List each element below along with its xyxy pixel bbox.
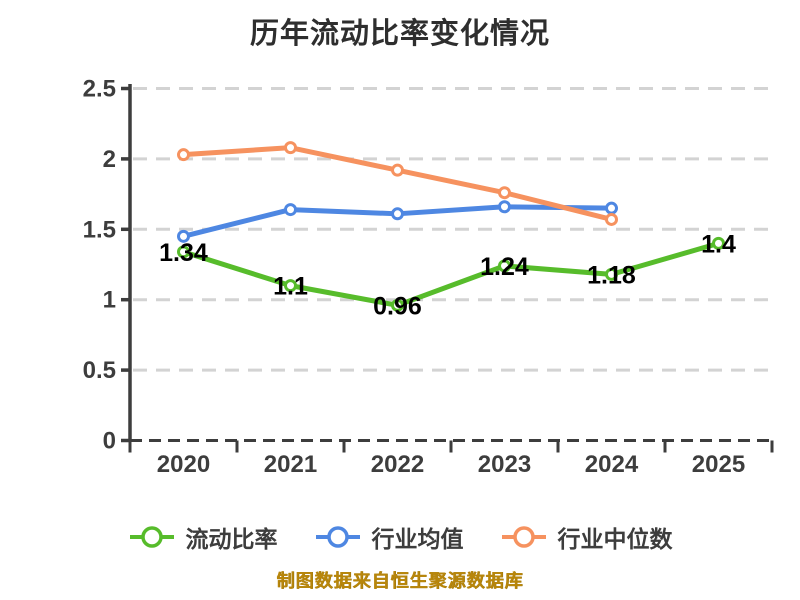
- legend-item-industry-median[interactable]: 行业中位数: [500, 520, 673, 554]
- point-value-label: 1.1: [273, 273, 308, 301]
- series-0-point[interactable]: [177, 245, 190, 259]
- line-marker-icon: [129, 526, 174, 548]
- series-0-point[interactable]: [391, 298, 404, 312]
- y-axis-tick-label: 2: [103, 146, 116, 173]
- x-axis-category-label: 2022: [371, 451, 424, 478]
- data-source-note: 制图数据来自恒生聚源数据库: [276, 571, 524, 591]
- point-value-label: 1.18: [587, 261, 636, 289]
- y-axis-tick-label: 0.5: [83, 357, 116, 384]
- y-axis-tick-label: 1: [103, 287, 116, 314]
- legend-label-current-ratio: 流动比率: [185, 526, 278, 552]
- point-value-label: 1.4: [701, 230, 736, 258]
- series-line-0[interactable]: [181, 240, 721, 308]
- x-axis-category-label: 2020: [157, 451, 210, 478]
- x-axis-category-label: 2024: [585, 451, 639, 478]
- legend-item-current-ratio[interactable]: 流动比率: [128, 520, 278, 554]
- legend-item-industry-mean[interactable]: 行业均值: [314, 520, 464, 554]
- line-marker-icon: [501, 526, 546, 548]
- series-2-point[interactable]: [284, 141, 297, 155]
- point-value-label: 0.96: [373, 292, 422, 320]
- chart-legend: 流动比率 行业均值 行业中位数: [0, 517, 800, 557]
- x-axis-category-label: 2021: [264, 451, 317, 478]
- point-value-label: 1.24: [480, 253, 529, 281]
- series-2-point[interactable]: [498, 186, 511, 200]
- series-0-point[interactable]: [712, 236, 725, 250]
- y-axis-tick-label: 1.5: [83, 216, 116, 243]
- series-1-point[interactable]: [177, 229, 190, 243]
- y-axis-tick-label: 2.5: [83, 76, 116, 103]
- series-0-point[interactable]: [284, 279, 297, 293]
- legend-label-industry-median: 行业中位数: [557, 526, 673, 552]
- y-axis-tick-label: 0: [103, 428, 116, 455]
- series-1-point[interactable]: [605, 201, 618, 215]
- x-axis-category-label: 2023: [478, 451, 531, 478]
- series-1-point[interactable]: [284, 203, 297, 217]
- series-1-point[interactable]: [498, 200, 511, 214]
- series-2-point[interactable]: [391, 163, 404, 177]
- series-1-point[interactable]: [391, 207, 404, 221]
- series-2-point[interactable]: [177, 148, 190, 162]
- line-marker-icon: [315, 526, 360, 548]
- series-2-point[interactable]: [605, 212, 618, 226]
- series-0-point[interactable]: [498, 259, 511, 273]
- chart-title: 历年流动比率变化情况: [249, 18, 550, 50]
- legend-label-industry-mean: 行业均值: [371, 526, 464, 552]
- series-0-point[interactable]: [605, 267, 618, 281]
- point-value-label: 1.34: [159, 239, 208, 267]
- x-axis-category-label: 2025: [692, 451, 745, 478]
